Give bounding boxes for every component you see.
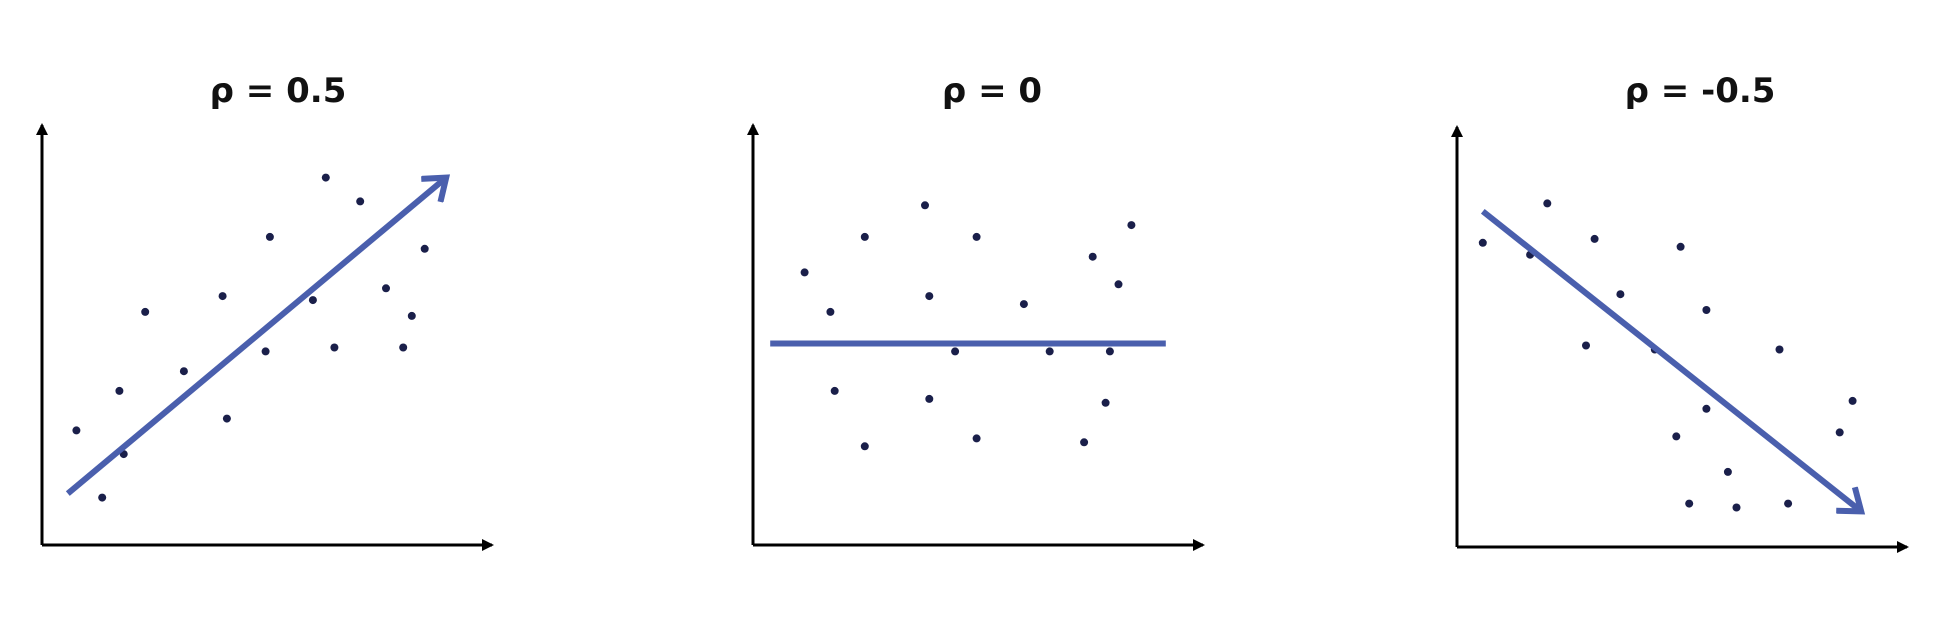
trend-arrow-positive [65,178,446,496]
data-point-positive [330,343,339,352]
data-point-negative [1676,242,1685,251]
data-point-zero [972,434,981,443]
panel-title-positive: ρ = 0.5 [210,71,347,111]
data-point-negative [1848,396,1857,405]
data-point-positive [308,296,317,305]
data-point-positive [98,493,107,502]
data-point-zero [830,386,839,395]
data-point-negative [1582,341,1590,350]
data-point-zero [1127,221,1136,230]
data-point-positive [261,347,270,356]
data-point-zero [1101,398,1110,407]
data-point-zero [826,307,835,316]
trend-arrow-negative [1480,208,1861,511]
data-point-negative [1685,499,1694,508]
data-point-positive [407,311,416,320]
points-positive [72,173,429,502]
data-point-positive [222,414,231,423]
data-point-positive [321,173,330,182]
data-point-negative [1784,499,1793,508]
points-zero [800,201,1136,451]
data-point-negative [1775,345,1784,354]
data-point-zero [921,201,929,210]
data-point-negative [1723,467,1732,476]
data-point-positive [382,284,390,293]
data-point-positive [399,343,408,352]
data-point-negative [1543,199,1552,208]
data-point-negative [1732,503,1741,512]
data-point-zero [1088,252,1097,261]
data-point-negative [1590,234,1599,243]
data-point-positive [420,244,429,253]
data-point-positive [218,292,227,301]
data-point-negative [1835,428,1844,437]
data-point-zero [925,394,934,403]
trend-positive [65,178,446,496]
data-point-zero [860,232,869,241]
data-point-zero [972,232,981,241]
axes-zero [747,123,1205,551]
data-point-positive [115,386,124,395]
data-point-zero [860,442,869,451]
axes-negative [1451,125,1909,553]
data-point-zero [1019,300,1028,309]
data-point-zero [1114,280,1123,289]
data-point-positive [265,232,274,241]
panel-title-negative: ρ = -0.5 [1625,71,1776,111]
data-point-negative [1702,404,1711,413]
data-point-zero [800,268,809,277]
points-negative [1478,199,1857,512]
panel-negative: ρ = -0.5 [1451,71,1909,553]
data-point-zero [1080,438,1089,447]
data-point-zero [951,347,960,356]
data-point-zero [1045,347,1054,356]
axes-positive [36,123,494,551]
panel-zero: ρ = 0 [747,71,1205,551]
data-point-positive [72,426,81,435]
panel-positive: ρ = 0.5 [36,71,494,551]
data-point-negative [1672,432,1681,441]
data-point-zero [925,292,934,301]
data-point-positive [356,197,365,206]
data-point-negative [1702,306,1711,314]
data-point-positive [179,367,188,376]
data-point-zero [1105,347,1114,356]
data-point-negative [1616,290,1625,299]
panel-title-zero: ρ = 0 [942,71,1042,111]
data-point-positive [141,307,150,316]
trend-negative [1480,208,1861,511]
data-point-negative [1478,238,1487,247]
